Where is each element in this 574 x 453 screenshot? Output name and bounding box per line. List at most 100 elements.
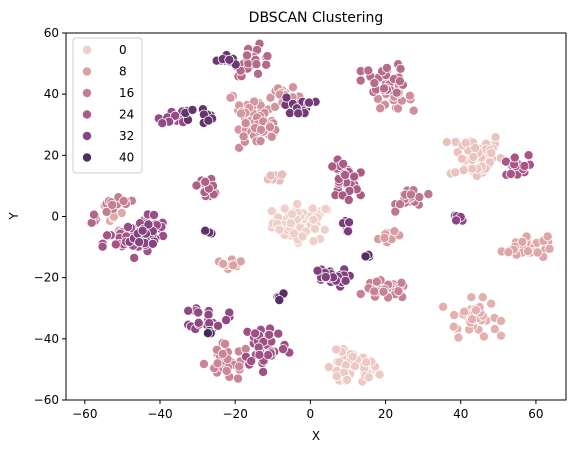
legend-marker (82, 66, 93, 77)
legend-marker (82, 109, 93, 120)
scatter-point-cluster-5 (478, 331, 489, 342)
scatter-point-cluster-16 (118, 195, 129, 206)
scatter-point-cluster-5 (495, 330, 506, 341)
scatter-point-cluster-13 (255, 136, 266, 147)
scatter-point-cluster-12 (404, 90, 415, 101)
legend-marker (82, 88, 93, 99)
scatter-point-cluster-20 (381, 62, 392, 73)
scatter-point-cluster-5 (459, 306, 470, 317)
scatter-point-cluster-24 (349, 171, 360, 182)
scatter-point-cluster-41 (202, 328, 213, 339)
scatter-point-cluster-18 (390, 206, 401, 217)
scatter-point-cluster-21 (261, 59, 272, 70)
scatter-point-cluster-2 (458, 165, 469, 176)
scatter-point-cluster-12 (375, 103, 386, 114)
scatter-point-cluster-0 (308, 236, 319, 247)
scatter-point-cluster-7 (544, 243, 555, 254)
scatter-point-cluster-0 (266, 206, 277, 217)
scatter-point-cluster-9 (389, 226, 400, 237)
scatter-point-cluster-10 (235, 108, 246, 119)
scatter-point-cluster-1 (323, 362, 334, 373)
x-tick-label: 0 (307, 407, 315, 421)
scatter-point-cluster-30 (221, 315, 232, 326)
legend-label: 24 (119, 108, 134, 122)
scatter-point-cluster-5 (470, 305, 481, 316)
scatter-point-cluster-5 (466, 292, 477, 303)
legend-label: 32 (119, 129, 134, 143)
scatter-point-cluster-25 (505, 168, 516, 179)
scatter-point-cluster-35 (293, 108, 304, 119)
scatter-point-cluster-15 (371, 276, 382, 287)
scatter-point-cluster-0 (308, 214, 319, 225)
scatter-point-cluster-12 (372, 93, 383, 104)
scatter-point-cluster-27 (278, 344, 289, 355)
scatter-point-cluster-21 (252, 68, 263, 79)
scatter-point-cluster-33 (320, 272, 331, 283)
scatter-point-cluster-14 (232, 373, 243, 384)
scatter-point-cluster-5 (489, 324, 500, 335)
scatter-point-cluster-23 (191, 180, 202, 191)
scatter-point-cluster-25 (523, 150, 534, 161)
scatter-point-cluster-15 (393, 286, 404, 297)
scatter-point-cluster-24 (327, 161, 338, 172)
x-tick-label: 20 (378, 407, 393, 421)
x-tick-label: 40 (453, 407, 468, 421)
scatter-point-cluster-30 (212, 320, 223, 331)
scatter-point-cluster-0 (320, 203, 331, 214)
scatter-point-cluster-20 (378, 83, 389, 94)
scatter-point-cluster-11 (269, 101, 280, 112)
scatter-point-cluster-7 (522, 246, 533, 257)
scatter-point-cluster-27 (273, 328, 284, 339)
scatter-point-cluster-5 (453, 332, 464, 343)
scatter-point-cluster-16 (107, 199, 118, 210)
scatter-point-cluster-2 (441, 137, 452, 148)
scatter-point-cluster-15 (369, 286, 380, 297)
scatter-point-cluster-35 (284, 108, 295, 119)
scatter-point-cluster-1 (361, 357, 372, 368)
legend: 0 8 16 24 32 40 (72, 37, 143, 174)
legend-label: 40 (119, 151, 134, 165)
y-axis-title: Y (7, 212, 21, 221)
legend-marker (82, 152, 93, 163)
scatter-point-cluster-20 (395, 63, 406, 74)
scatter-point-cluster-1 (331, 344, 342, 355)
scatter-point-cluster-0 (288, 228, 299, 239)
scatter-point-cluster-21 (251, 59, 262, 70)
scatter-point-cluster-32 (143, 219, 154, 230)
scatter-point-cluster-20 (391, 87, 402, 98)
scatter-point-cluster-20 (363, 65, 374, 76)
scatter-point-cluster-12 (408, 105, 419, 116)
scatter-point-cluster-5 (477, 292, 488, 303)
scatter-point-cluster-1 (374, 369, 385, 380)
scatter-point-cluster-25 (509, 152, 520, 163)
scatter-point-cluster-2 (490, 132, 501, 143)
scatter-point-cluster-2 (468, 151, 479, 162)
scatter-point-cluster-18 (405, 189, 416, 200)
scatter-point-cluster-2 (470, 143, 481, 154)
scatter-point-cluster-32 (137, 225, 148, 236)
scatter-point-cluster-3 (265, 170, 276, 181)
scatter-point-cluster-28 (123, 221, 134, 232)
scatter-point-cluster-28 (148, 209, 159, 220)
scatter-point-cluster-32 (134, 237, 145, 248)
scatter-point-cluster-15 (378, 286, 389, 297)
scatter-point-cluster-5 (486, 298, 497, 309)
scatter-point-cluster-27 (254, 349, 265, 360)
scatter-point-cluster-7 (542, 231, 553, 242)
scatter-point-cluster-35 (281, 92, 292, 103)
scatter-point-cluster-29 (170, 110, 181, 121)
scatter-point-cluster-15 (396, 277, 407, 288)
scatter-point-cluster-26 (129, 252, 140, 263)
scatter-point-cluster-14 (221, 365, 232, 376)
scatter-point-cluster-40 (360, 251, 371, 262)
scatter-point-cluster-20 (355, 75, 366, 86)
scatter-point-cluster-1 (331, 371, 342, 382)
legend-label: 8 (119, 65, 127, 79)
scatter-point-cluster-33 (340, 275, 351, 286)
scatter-point-cluster-18 (423, 189, 434, 200)
scatter-point-cluster-34 (343, 226, 354, 237)
scatter-point-cluster-1 (342, 374, 353, 385)
scatter-point-cluster-35 (303, 97, 314, 108)
scatter-point-cluster-8 (228, 260, 239, 271)
scatter-point-cluster-3 (277, 169, 288, 180)
